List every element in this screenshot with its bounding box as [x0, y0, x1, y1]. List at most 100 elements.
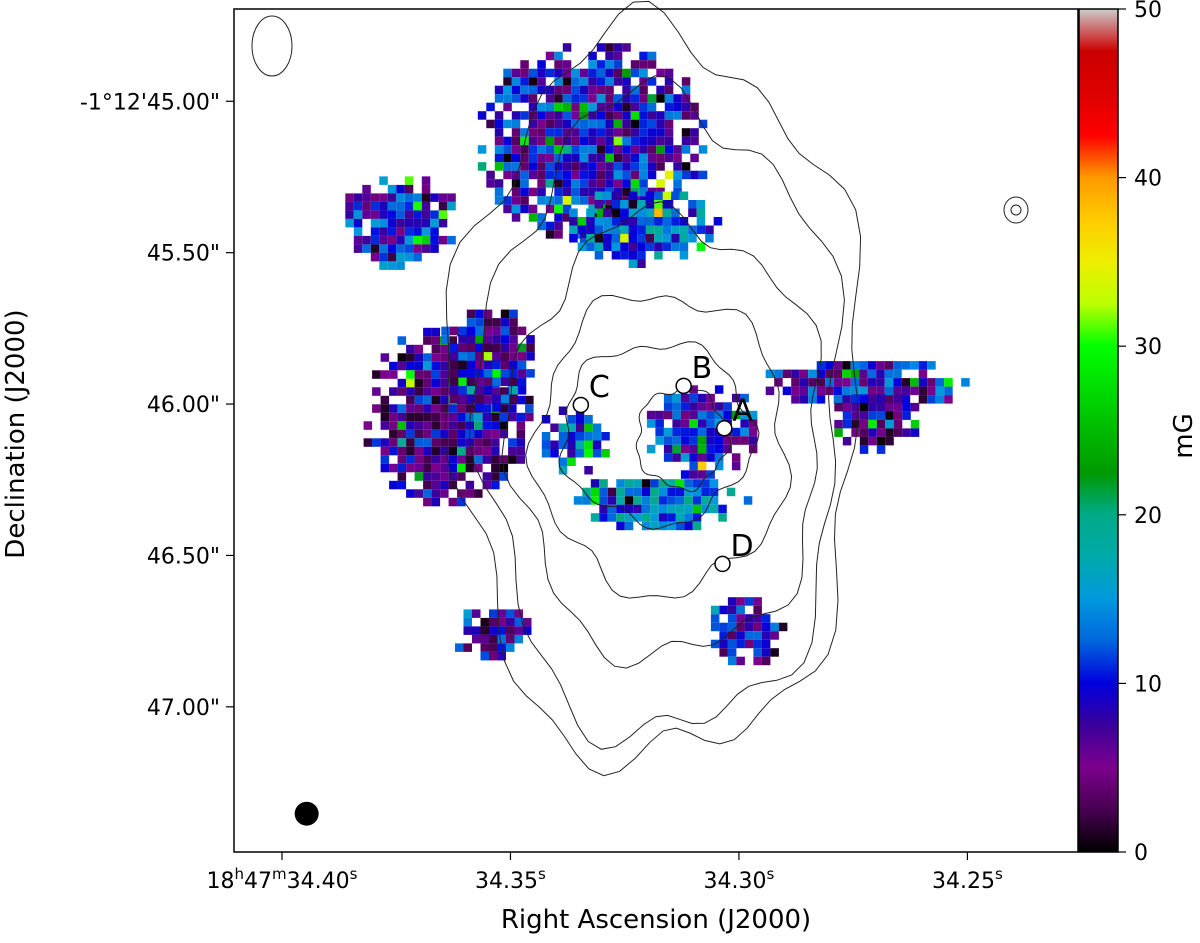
- heatmap-cell: [431, 404, 441, 413]
- heatmap-cell: [706, 444, 715, 454]
- heatmap-cell: [778, 622, 788, 632]
- heatmap-cell: [431, 497, 441, 507]
- heatmap-cell: [748, 410, 758, 420]
- heatmap-cell: [520, 111, 529, 120]
- heatmap-cell: [594, 200, 604, 209]
- heatmap-cell: [508, 455, 517, 464]
- heatmap-cells: [345, 43, 970, 666]
- heatmap-cell: [562, 77, 572, 86]
- heatmap-cell: [421, 210, 431, 219]
- heatmap-cell: [506, 626, 515, 635]
- heatmap-cell: [654, 225, 663, 234]
- heatmap-cell: [622, 162, 631, 171]
- heatmap-cell: [842, 419, 852, 429]
- heatmap-cell: [554, 170, 563, 180]
- heatmap-cell: [584, 432, 593, 441]
- heatmap-cell: [654, 200, 663, 209]
- heatmap-cell: [503, 119, 512, 129]
- heatmap-cell: [859, 361, 868, 370]
- heatmap-cell: [541, 432, 551, 441]
- heatmap-cell: [663, 393, 673, 403]
- heatmap-cell: [594, 234, 604, 243]
- heatmap-cell: [406, 446, 415, 456]
- heatmap-cell: [714, 402, 724, 411]
- heatmap-cell: [675, 521, 685, 531]
- heatmap-cell: [397, 353, 407, 362]
- heatmap-cell: [509, 326, 518, 336]
- heatmap-cell: [520, 204, 529, 214]
- heatmap-cell: [537, 179, 546, 188]
- heatmap-cell: [397, 480, 407, 490]
- heatmap-cell: [372, 370, 381, 379]
- heatmap-cell: [876, 402, 886, 412]
- heatmap-cell: [654, 242, 663, 251]
- heatmap-cell: [662, 208, 672, 217]
- heatmap-cell: [506, 609, 515, 618]
- heatmap-cell: [406, 455, 415, 464]
- heatmap-cell: [480, 643, 489, 652]
- heatmap-cell: [607, 504, 617, 514]
- source-markers: AB C D: [572, 351, 754, 573]
- heatmap-cell: [611, 200, 621, 209]
- heatmap-cell: [362, 244, 371, 253]
- heatmap-cell: [927, 361, 936, 370]
- heatmap-cell: [671, 225, 680, 234]
- heatmap-cell: [545, 179, 555, 188]
- heatmap-cell: [492, 318, 501, 327]
- heatmap-cell: [859, 386, 868, 396]
- heatmap-cell: [675, 496, 685, 505]
- heatmap-cell: [613, 179, 623, 188]
- heatmap-cell: [413, 235, 422, 245]
- heatmap-cell: [474, 489, 483, 498]
- heatmap-cell: [761, 639, 771, 649]
- heatmap-cell: [569, 225, 578, 234]
- heatmap-cell: [345, 193, 354, 202]
- heatmap-cell: [605, 68, 614, 78]
- heatmap-cell: [842, 361, 851, 370]
- heatmap-cell: [656, 128, 665, 137]
- heatmap-cell: [650, 487, 659, 497]
- heatmap-cell: [655, 427, 664, 437]
- heatmap-cell: [573, 496, 583, 505]
- heatmap-cell: [404, 252, 414, 262]
- heatmap-cell: [698, 170, 708, 180]
- heatmap-cell: [545, 204, 555, 214]
- heatmap-cell: [596, 170, 606, 180]
- heatmap-cell: [624, 487, 634, 497]
- heatmap-cell: [486, 102, 495, 112]
- heatmap-cell: [663, 402, 673, 411]
- heatmap-cell: [868, 419, 877, 429]
- heatmap-cell: [620, 200, 629, 209]
- heatmap-cell: [689, 461, 698, 471]
- heatmap-cell: [850, 386, 860, 396]
- heatmap-cell: [554, 204, 563, 214]
- heatmap-cell: [389, 387, 398, 396]
- heatmap-cell: [647, 77, 657, 86]
- heatmap-cell: [630, 128, 640, 137]
- heatmap-cell: [622, 119, 631, 129]
- heatmap-cell: [596, 94, 606, 103]
- heatmap-cell: [588, 60, 597, 69]
- heatmap-cell: [389, 438, 398, 447]
- heatmap-cell: [723, 436, 732, 445]
- heatmap-cell: [605, 51, 614, 61]
- heatmap-cell: [684, 513, 693, 522]
- heatmap-cell: [537, 85, 546, 95]
- heatmap-cell: [545, 170, 555, 180]
- heatmap-cell: [423, 336, 432, 345]
- heatmap-cell: [743, 496, 753, 505]
- heatmap-cell: [663, 410, 673, 420]
- heatmap-cell: [523, 626, 532, 635]
- heatmap-cell: [744, 622, 754, 632]
- heatmap-cell: [541, 449, 551, 458]
- heatmap-cell: [528, 204, 538, 214]
- heatmap-cell: [637, 234, 646, 243]
- heatmap-cell: [876, 394, 886, 403]
- heatmap-cell: [545, 51, 555, 61]
- heatmap-cell: [641, 521, 651, 531]
- heatmap-cell: [868, 411, 877, 420]
- heatmap-cell: [406, 429, 415, 439]
- heatmap-cell: [520, 77, 529, 86]
- heatmap-cell: [842, 395, 851, 404]
- heatmap-cell: [782, 386, 792, 396]
